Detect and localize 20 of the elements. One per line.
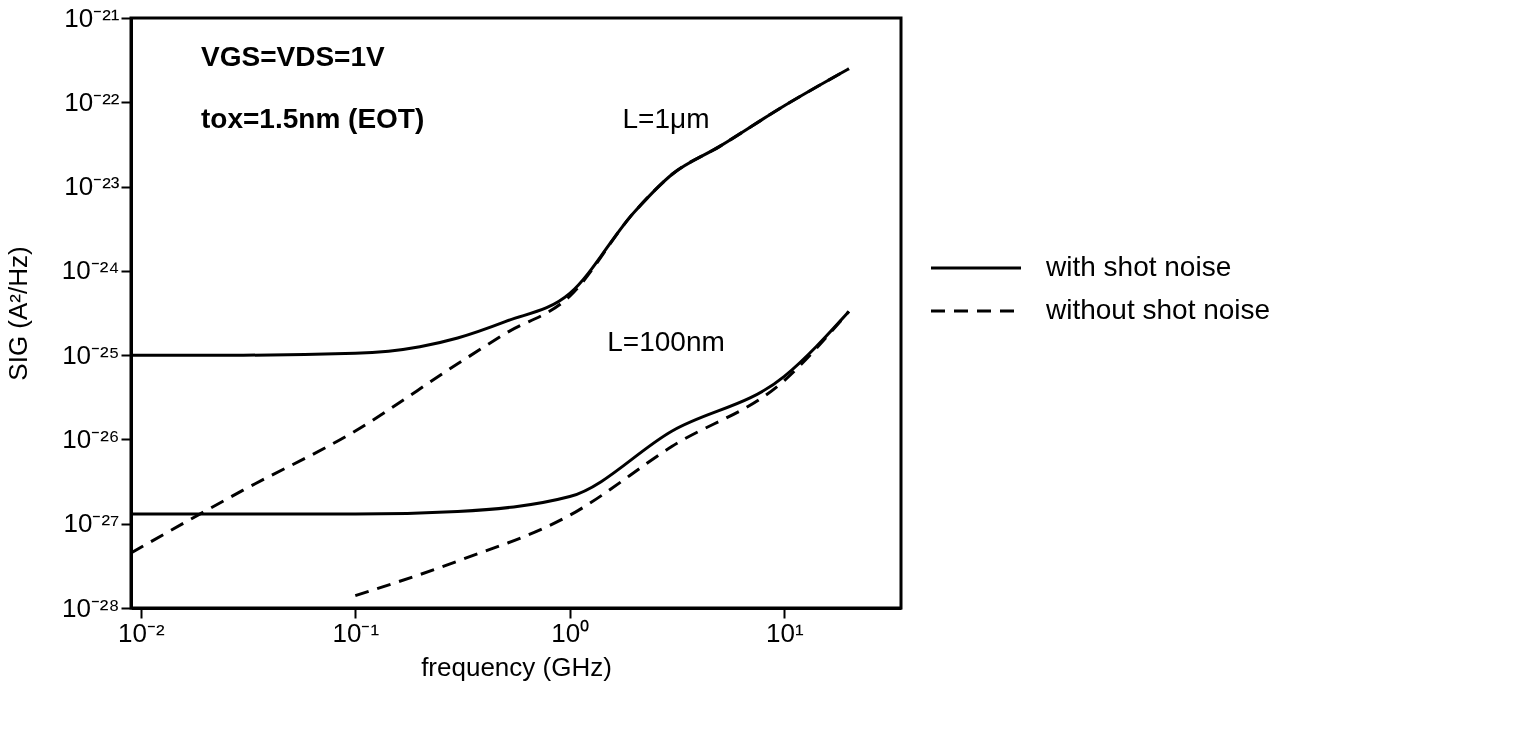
x-tick-label: 10¹ [766, 617, 804, 648]
y-tick-label: 10⁻²¹ [64, 2, 120, 33]
x-tick-label: 10⁰ [551, 617, 590, 648]
y-tick-label: 10⁻²² [64, 86, 120, 117]
y-tick-label: 10⁻²⁴ [61, 255, 120, 286]
y-tick-label: 10⁻²⁸ [61, 592, 120, 623]
y-tick-label: 10⁻²³ [64, 171, 120, 202]
annotation: tox=1.5nm (EOT) [201, 103, 425, 134]
y-tick-label: 10⁻²⁷ [63, 508, 120, 539]
y-axis-title: SIG (A²/Hz) [2, 246, 33, 381]
y-tick-label: 10⁻²⁵ [62, 339, 120, 370]
y-tick-label: 10⁻²⁶ [62, 423, 120, 454]
x-tick-label: 10⁻² [118, 617, 165, 648]
legend-label: with shot noise [1045, 251, 1232, 282]
annotation: VGS=VDS=1V [201, 41, 385, 72]
x-axis-title: frequency (GHz) [421, 651, 612, 682]
annotation: L=100nm [607, 326, 725, 357]
legend-label: without shot noise [1045, 294, 1271, 325]
annotation: L=1μm [622, 103, 710, 134]
x-tick-label: 10⁻¹ [332, 617, 380, 648]
